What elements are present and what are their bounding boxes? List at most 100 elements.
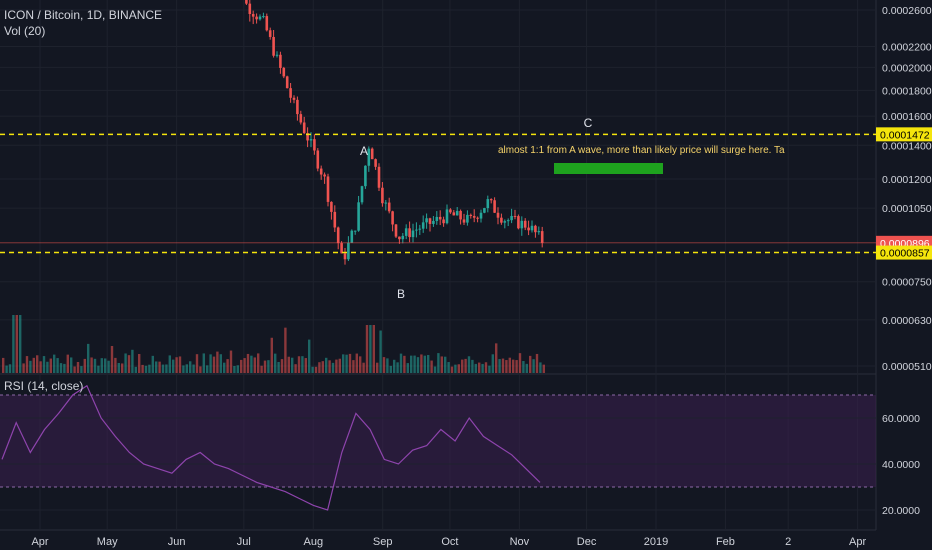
candle-body xyxy=(398,236,401,240)
y-tick-label: 0.0002200 xyxy=(882,42,932,54)
volume-bar xyxy=(484,362,488,373)
upper-level-tag: 0.0001472 xyxy=(880,129,930,141)
candle-body xyxy=(493,200,496,213)
volume-bar xyxy=(512,359,515,373)
candle-body xyxy=(466,214,469,223)
candle-body xyxy=(455,210,459,216)
volume-bar xyxy=(488,365,491,373)
volume-bar xyxy=(263,360,267,373)
volume-bar xyxy=(393,359,396,373)
volume-bar xyxy=(382,357,386,373)
volume-bar xyxy=(5,365,8,373)
volume-bar xyxy=(93,358,97,373)
candle-body xyxy=(302,122,306,134)
volume-bar xyxy=(297,356,301,373)
volume-bar xyxy=(219,354,222,373)
candle-body xyxy=(513,215,517,217)
volume-bar xyxy=(284,327,287,373)
volume-bar xyxy=(151,355,154,373)
y-tick-label: 0.0002000 xyxy=(882,62,932,74)
volume-bar xyxy=(36,355,39,373)
candle-body xyxy=(313,139,316,151)
volume-bar xyxy=(464,358,467,373)
volume-bar xyxy=(2,357,5,373)
volume-bar xyxy=(76,362,80,373)
volume-bar xyxy=(63,363,66,373)
y-tick-label: 0.0001050 xyxy=(882,203,932,215)
volume-bar xyxy=(437,353,440,373)
volume-bar xyxy=(505,360,508,373)
volume-bar xyxy=(461,359,464,373)
volume-bar xyxy=(124,353,127,373)
y-tick-label: 0.0000510 xyxy=(882,361,932,373)
volume-bar xyxy=(355,353,358,373)
volume-bar xyxy=(131,349,134,373)
x-tick-label: Apr xyxy=(31,536,48,548)
x-tick-label: 2019 xyxy=(644,536,668,548)
candle-body xyxy=(442,219,445,224)
volume-bar xyxy=(457,364,460,373)
candle-body xyxy=(347,242,350,260)
candle-body xyxy=(479,212,483,219)
y-tick-label: 0.0001200 xyxy=(882,174,932,186)
volume-bar xyxy=(46,361,49,373)
candle-body xyxy=(425,218,428,223)
volume-bar xyxy=(199,366,202,373)
volume-bar xyxy=(406,363,409,373)
volume-bar xyxy=(539,362,542,373)
candle-body xyxy=(510,215,513,221)
volume-bar xyxy=(110,345,114,373)
x-tick-label: Oct xyxy=(441,536,458,548)
volume-bar xyxy=(328,360,331,373)
rsi-tick-label: 40.0000 xyxy=(882,459,920,471)
volume-bar xyxy=(535,353,539,373)
candle-body xyxy=(462,219,466,223)
volume-bar xyxy=(481,363,484,373)
volume-bar xyxy=(236,365,239,373)
candle-body xyxy=(445,209,449,224)
candle-body xyxy=(268,30,272,37)
volume-bar xyxy=(294,364,297,373)
volume-bar xyxy=(342,354,345,373)
candle-body xyxy=(292,97,296,100)
candle-body xyxy=(435,216,439,221)
candle-body xyxy=(357,202,360,231)
candle-body xyxy=(408,228,411,238)
volume-bar xyxy=(202,353,205,373)
volume-bar xyxy=(158,361,161,373)
volume-bar xyxy=(39,361,42,373)
candle-body xyxy=(323,174,326,177)
volume-bar xyxy=(399,353,403,373)
candle-body xyxy=(367,148,371,166)
volume-bar xyxy=(32,357,35,373)
volume-bar xyxy=(206,365,209,373)
volume-bar xyxy=(352,360,355,373)
volume-bar xyxy=(257,353,260,373)
candle-body xyxy=(483,208,486,213)
candle-body xyxy=(333,211,337,228)
volume-bar xyxy=(491,354,494,373)
symbol-title: ICON / Bitcoin, 1D, BINANCE xyxy=(4,8,163,22)
volume-bar xyxy=(233,366,236,373)
candle-body xyxy=(255,16,258,20)
volume-bar xyxy=(192,364,195,373)
volume-bar xyxy=(80,366,83,373)
x-tick-label: Aug xyxy=(303,536,323,548)
volume-bar xyxy=(114,357,117,373)
candle-body xyxy=(319,168,323,175)
volume-bar xyxy=(450,366,454,373)
volume-bar xyxy=(250,355,253,373)
y-tick-label: 0.0002600 xyxy=(882,5,932,17)
candle-body xyxy=(289,88,292,98)
volume-bar xyxy=(87,343,90,373)
volume-bar xyxy=(291,357,294,373)
candle-body xyxy=(374,159,377,167)
volume-bar xyxy=(369,325,372,373)
volume-bar xyxy=(209,354,212,373)
lower-level-tag-bg xyxy=(876,245,932,260)
volume-bar xyxy=(474,363,477,373)
volume-bar xyxy=(321,361,324,373)
volume-bar xyxy=(308,339,311,373)
